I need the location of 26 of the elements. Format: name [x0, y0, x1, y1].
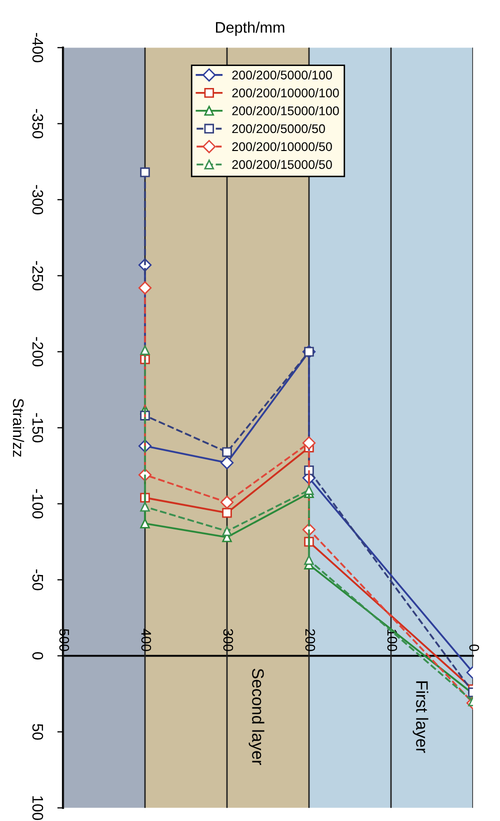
chart-title: Depth/mm — [216, 22, 284, 36]
x-tick-label: 200 — [305, 629, 316, 652]
x-tick-label: 0 — [469, 644, 480, 652]
legend-label: 200/200/15000/50 — [232, 160, 332, 169]
legend-label: 200/200/10000/50 — [232, 142, 332, 152]
legend-label: 200/200/5000/100 — [232, 70, 332, 80]
x-tick-label: 300 — [223, 629, 234, 652]
y-tick-label: -250 — [32, 261, 44, 290]
y-tick-label: -350 — [32, 109, 44, 138]
y-tick-label: 100 — [32, 796, 44, 820]
x-tick-label: 100 — [387, 630, 398, 652]
y-tick-label: -300 — [32, 185, 44, 214]
y-tick-label: 50 — [32, 724, 44, 740]
legend-label: 200/200/15000/100 — [232, 106, 339, 116]
band-label: First layer — [412, 681, 428, 753]
legend-label: 200/200/5000/50 — [232, 124, 325, 134]
band-label: Second layer — [248, 668, 264, 765]
x-tick-label: 400 — [141, 628, 152, 652]
y-axis-title: Strain/zz — [12, 398, 24, 457]
y-tick-label: -200 — [32, 337, 44, 366]
y-tick-label: -50 — [32, 569, 44, 590]
y-tick-label: -400 — [32, 33, 44, 62]
y-tick-label: 0 — [32, 652, 44, 660]
legend-label: 200/200/10000/100 — [232, 88, 339, 98]
y-tick-label: -100 — [32, 489, 44, 518]
y-tick-label: -150 — [32, 413, 44, 442]
